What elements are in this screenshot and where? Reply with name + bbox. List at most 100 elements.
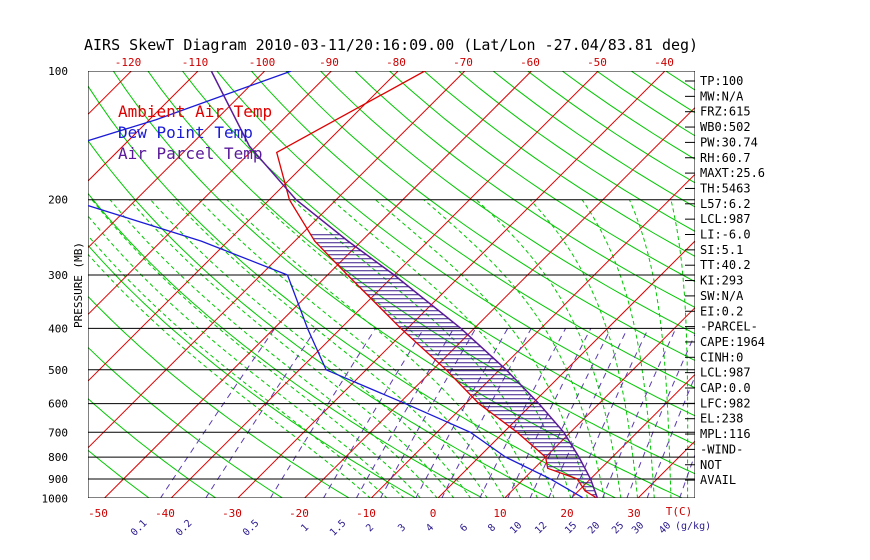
sounding-index: LCL:987 xyxy=(700,212,751,226)
sounding-index: MAXT:25.6 xyxy=(700,166,765,180)
mixing-ratio-tick: 10 xyxy=(508,520,524,536)
isotherm xyxy=(103,71,532,498)
mixing-ratio-tick: 1 xyxy=(299,522,311,534)
cape-hatch-area xyxy=(310,234,597,496)
moist-adiabat xyxy=(628,199,672,498)
isotherm xyxy=(88,71,466,449)
mixing-ratio-tick: 6 xyxy=(458,522,470,534)
bottom-temp-tick: -10 xyxy=(356,507,376,520)
dry-adiabat xyxy=(0,71,16,499)
pressure-tick: 100 xyxy=(48,65,68,78)
dry-adiabat xyxy=(354,71,695,308)
sounding-series xyxy=(88,71,599,498)
legend-item: Air Parcel Temp xyxy=(118,144,263,163)
pressure-tick: 1000 xyxy=(42,493,69,506)
dry-adiabat xyxy=(389,71,695,283)
isotherm xyxy=(503,306,695,498)
isotherm xyxy=(771,71,870,499)
moist-adiabat xyxy=(581,199,655,498)
dry-adiabat xyxy=(0,71,83,499)
sounding-index: LFC:982 xyxy=(700,396,751,410)
mixing-ratio-tick: 0.1 xyxy=(129,518,150,539)
isotherm xyxy=(88,71,332,316)
sounding-index: FRZ:615 xyxy=(700,105,751,119)
mixing-ratio-line xyxy=(529,328,612,498)
moist-adiabat xyxy=(91,199,422,498)
sounding-index: PW:30.74 xyxy=(700,135,758,149)
isotherm xyxy=(437,240,695,498)
dry-adiabat xyxy=(88,449,150,498)
top-temp-tick: -50 xyxy=(587,56,607,69)
mixing-ratio-tick: 25 xyxy=(610,520,626,536)
legend-item: Ambient Air Temp xyxy=(118,102,272,121)
sounding-index: MPL:116 xyxy=(700,427,751,441)
sounding-index: CAPE:1964 xyxy=(700,335,765,349)
sounding-index: SI:5.1 xyxy=(700,243,743,257)
dry-adiabat xyxy=(665,71,695,91)
isotherm xyxy=(570,373,695,498)
isotherm xyxy=(370,173,695,498)
sounding-index: TT:40.2 xyxy=(700,258,751,272)
pressure-tick: 800 xyxy=(48,451,68,464)
sounding-index: TH:5463 xyxy=(700,181,751,195)
moist-adiabat xyxy=(331,199,572,498)
mixing-ratio-tick: 20 xyxy=(586,520,602,536)
bottom-temp-tick: -50 xyxy=(88,507,108,520)
sounding-index: NOT xyxy=(700,458,722,472)
pressure-tick: 400 xyxy=(48,322,68,335)
sounding-index: LCL:987 xyxy=(700,366,751,380)
moist-adiabat xyxy=(109,199,438,498)
sounding-index: EI:0.2 xyxy=(700,304,743,318)
dry-adiabat xyxy=(147,71,695,475)
mixing-ratio-tick: 2 xyxy=(364,522,376,534)
top-temp-tick: -40 xyxy=(654,56,674,69)
pressure-tick: 700 xyxy=(48,426,68,439)
legend-item: Dew Point Temp xyxy=(118,123,253,142)
isotherm xyxy=(170,71,599,498)
y-axis-label: PRESSURE (MB) xyxy=(72,242,85,328)
top-temp-tick: -60 xyxy=(520,56,540,69)
pressure-tick: 900 xyxy=(48,473,68,486)
grid-lines xyxy=(0,71,870,499)
mixing-ratio-line xyxy=(602,328,677,498)
dry-adiabat xyxy=(320,71,695,335)
temp-axis-label: T(C) xyxy=(666,505,693,518)
sounding-index: EL:238 xyxy=(700,412,743,426)
dry-adiabat xyxy=(112,71,684,498)
sounding-index: TP:100 xyxy=(700,74,743,88)
isotherm xyxy=(88,71,399,382)
dry-adiabat xyxy=(88,346,284,498)
pressure-tick: 600 xyxy=(48,398,68,411)
pressure-tick: 300 xyxy=(48,269,68,282)
sounding-index: AVAIL xyxy=(700,473,736,487)
bottom-temp-tick: -30 xyxy=(222,507,242,520)
mixing-ratio-tick: 0.5 xyxy=(241,518,262,539)
mixing-ratio-tick: 40 xyxy=(657,520,673,536)
bottom-temp-tick: 10 xyxy=(493,507,506,520)
bottom-temp-tick: 20 xyxy=(560,507,573,520)
mixing-ratio-line xyxy=(355,328,455,498)
bottom-temp-tick: -40 xyxy=(155,507,175,520)
dry-adiabat xyxy=(285,71,695,362)
sounding-index: KI:293 xyxy=(700,274,743,288)
mixing-ratio-tick: 15 xyxy=(563,520,579,536)
legend: Ambient Air Temp Dew Point Temp Air Parcel… xyxy=(118,102,272,163)
sounding-index: CINH:0 xyxy=(700,350,743,364)
dry-adiabat xyxy=(88,295,350,498)
top-temp-tick: -80 xyxy=(386,56,406,69)
sounding-index: L57:6.2 xyxy=(700,197,751,211)
dry-adiabat xyxy=(88,84,617,498)
dry-adiabat xyxy=(88,139,551,498)
dry-adiabat xyxy=(88,244,417,498)
sounding-index: LI:-6.0 xyxy=(700,228,751,242)
pressure-tick: 500 xyxy=(48,364,68,377)
series-line-ambient-air-temp xyxy=(275,71,598,498)
dry-adiabat xyxy=(423,71,695,257)
sounding-index: SW:N/A xyxy=(700,289,744,303)
moist-adiabat xyxy=(173,199,488,498)
pressure-tick: 200 xyxy=(48,194,68,207)
sounding-index: MW:N/A xyxy=(700,89,744,103)
mixing-ratio-line xyxy=(159,328,276,498)
sounding-index: WB0:502 xyxy=(700,120,751,134)
